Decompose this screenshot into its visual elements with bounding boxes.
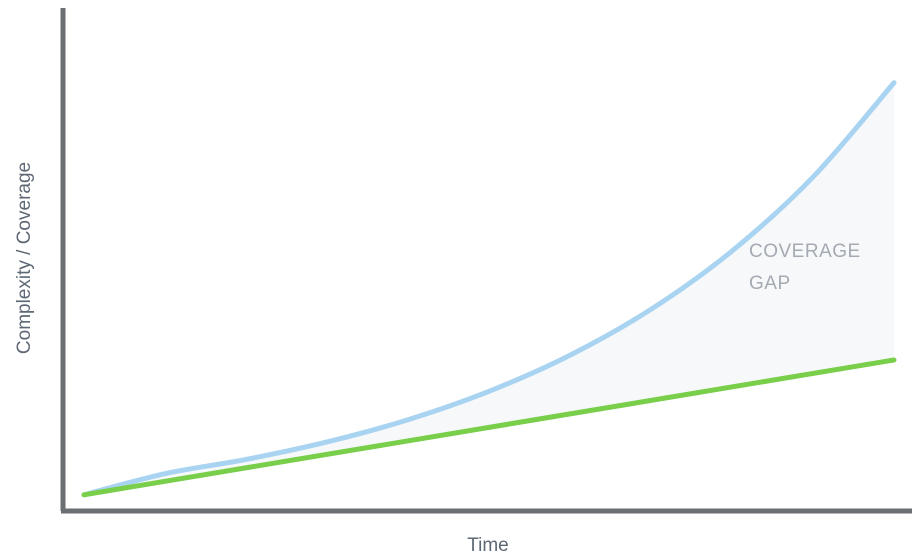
- series-line-coverage: [81, 357, 897, 498]
- gap-label-line-1: COVERAGE: [749, 241, 861, 262]
- x-axis-label: Time: [467, 535, 509, 555]
- gap-label-line-2: GAP: [749, 273, 791, 294]
- y-axis-label: Complexity / Coverage: [14, 162, 35, 354]
- series-line-complexity: [81, 80, 897, 498]
